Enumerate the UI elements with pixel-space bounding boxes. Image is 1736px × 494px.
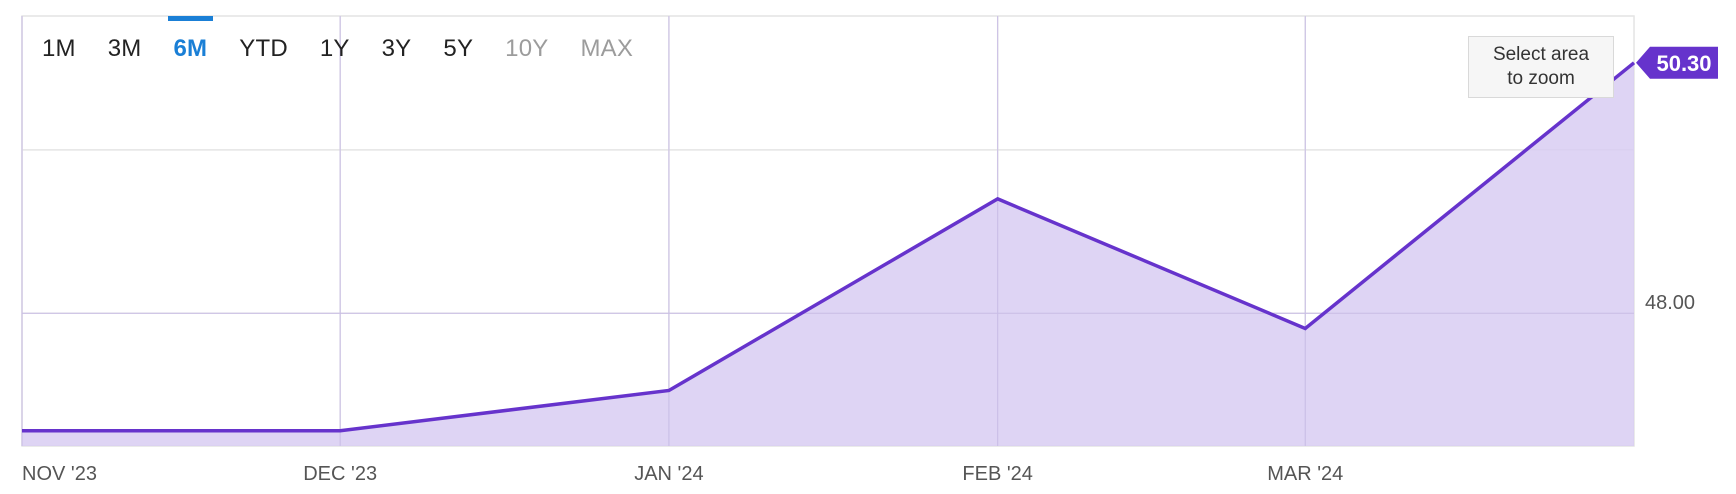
- last-value-badge: [1636, 46, 1718, 79]
- range-button-ytd[interactable]: YTD: [239, 35, 288, 62]
- select-area-to-zoom-hint: Select area to zoom: [1468, 36, 1614, 98]
- range-button-5y[interactable]: 5Y: [443, 35, 474, 62]
- range-button-10y[interactable]: 10Y: [505, 35, 549, 62]
- range-selector: 1M 3M 6M YTD 1Y 3Y 5Y 10Y MAX: [26, 14, 649, 84]
- x-tick-label: MAR '24: [1267, 463, 1343, 485]
- range-button-1y[interactable]: 1Y: [319, 35, 350, 62]
- range-button-6m[interactable]: 6M: [158, 14, 224, 84]
- x-tick-label: DEC '23: [303, 463, 377, 485]
- x-tick-label: FEB '24: [962, 463, 1033, 485]
- range-button-1m[interactable]: 1M: [42, 35, 76, 62]
- series-area: [22, 62, 1634, 447]
- range-button-3m[interactable]: 3M: [107, 35, 142, 62]
- series-line: [22, 61, 1636, 433]
- y-tick-label: 48.00: [1645, 292, 1695, 314]
- x-tick-label: NOV '23: [22, 463, 97, 485]
- last-value-label: 50.30: [1656, 51, 1711, 76]
- range-button-3y[interactable]: 3Y: [381, 35, 412, 62]
- range-button-max[interactable]: MAX: [580, 35, 634, 62]
- x-tick-label: JAN '24: [634, 463, 703, 485]
